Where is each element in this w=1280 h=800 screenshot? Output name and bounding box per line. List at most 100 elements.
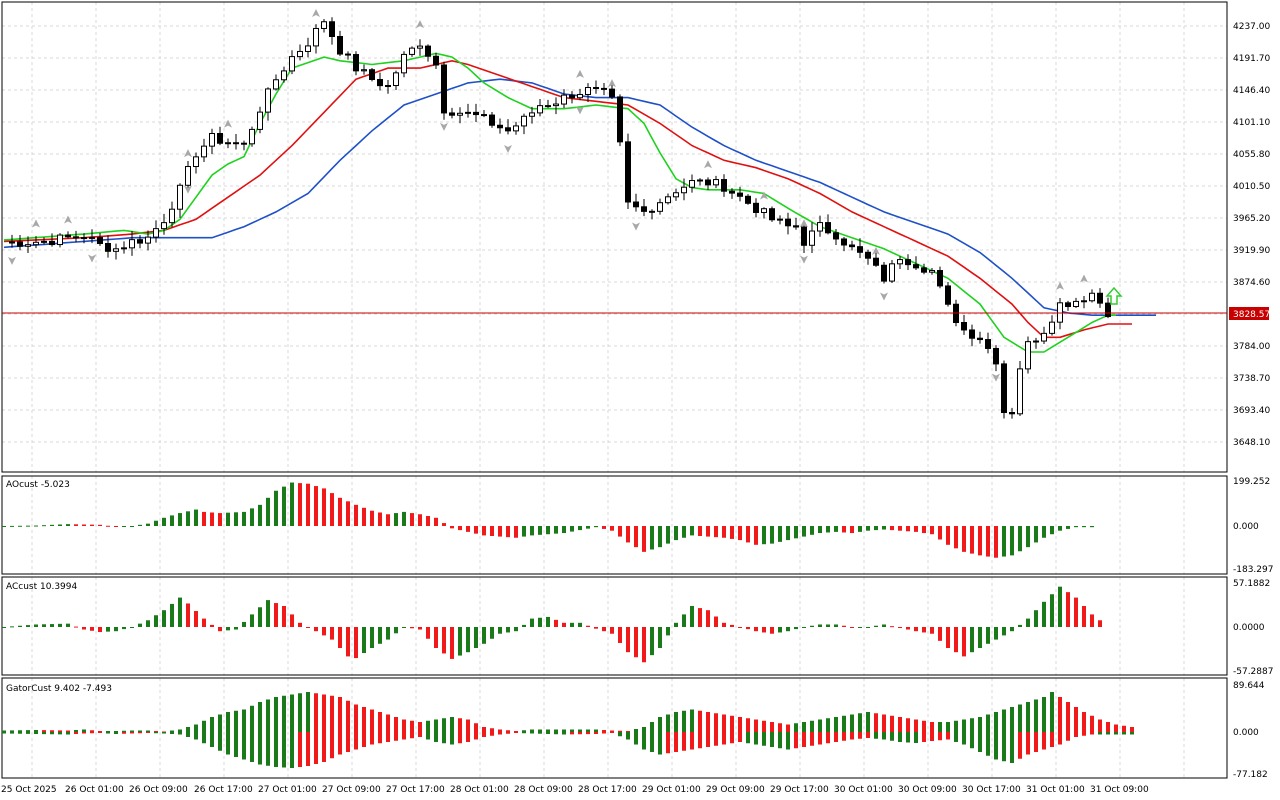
- gator-up-bar: [890, 715, 894, 732]
- gator-up-bar: [658, 717, 662, 732]
- ao-bar: [162, 517, 166, 526]
- gator-up-bar: [562, 729, 566, 732]
- ac-bar: [514, 627, 518, 632]
- bull-candle: [145, 236, 151, 244]
- time-tick: 28 Oct 09:00: [514, 785, 573, 795]
- gator-up-bar: [186, 727, 190, 732]
- gator-down-bar: [1090, 732, 1094, 735]
- ao-bar: [290, 482, 294, 526]
- gator-down-bar: [834, 732, 838, 742]
- gator-up-bar: [994, 712, 998, 732]
- bear-candle: [969, 329, 975, 339]
- gator-down-bar: [186, 732, 190, 737]
- ao-bar: [250, 508, 254, 526]
- time-tick: 29 Oct 09:00: [706, 785, 765, 795]
- ao-bar: [1010, 526, 1014, 556]
- gator-up-bar: [490, 728, 494, 732]
- bull-candle: [649, 210, 655, 213]
- bull-candle: [265, 88, 271, 113]
- ao-bar: [706, 526, 710, 537]
- gator-up-bar: [266, 699, 270, 732]
- gator-histogram: [2, 692, 1134, 768]
- gator-up-bar: [730, 715, 734, 732]
- ao-bar: [146, 523, 150, 526]
- gator-up-bar: [538, 729, 542, 732]
- main-panel: [1, 1, 1228, 473]
- bear-candle: [905, 259, 911, 266]
- bear-candle: [705, 179, 711, 186]
- ac-bar: [1050, 594, 1054, 627]
- gator-up-bar: [1050, 692, 1054, 732]
- fractal-up-icon: [800, 219, 808, 228]
- bear-candle: [233, 142, 239, 145]
- ao-bar: [626, 526, 630, 543]
- ao-bar: [538, 526, 542, 535]
- ac-bar: [530, 618, 534, 627]
- lips-line: [3, 52, 1116, 353]
- gator-up-bar: [314, 693, 318, 732]
- ac-bar: [346, 627, 350, 657]
- bear-candle: [337, 36, 343, 55]
- gator-down-bar: [1122, 732, 1126, 735]
- ac-bar: [82, 627, 86, 630]
- gator-up-bar: [338, 697, 342, 732]
- ao-bar: [258, 504, 262, 526]
- ac-bar: [786, 627, 790, 632]
- ac-bar: [394, 627, 398, 634]
- ao-bar: [58, 524, 62, 526]
- gator-up-bar: [146, 730, 150, 732]
- gator-down-bar: [170, 732, 174, 734]
- gator-up-bar: [986, 714, 990, 732]
- gator-down-bar: [930, 732, 934, 741]
- bull-candle: [361, 69, 367, 72]
- gator-down-bar: [970, 732, 974, 749]
- ac-bar: [98, 627, 102, 633]
- ac-bar: [498, 627, 502, 634]
- ac-bar: [898, 627, 902, 628]
- gator-down-bar: [194, 732, 198, 740]
- gator-down-bar: [1010, 732, 1014, 763]
- ac-bar: [2, 627, 6, 628]
- ao-bar: [450, 526, 454, 529]
- gator-down-bar: [546, 732, 550, 734]
- gator-up-bar: [474, 723, 478, 732]
- bull-candle: [889, 263, 895, 282]
- ao-bar: [658, 526, 662, 548]
- bull-candle: [249, 128, 255, 145]
- ao-bar: [754, 526, 758, 545]
- bull-candle: [929, 270, 935, 273]
- fractal-down-icon: [8, 256, 16, 265]
- ao-bar: [874, 526, 878, 531]
- gator-down-bar: [1106, 732, 1110, 735]
- gator-up-bar: [298, 693, 302, 732]
- gator-down-bar: [386, 732, 390, 742]
- ac-bar: [218, 627, 222, 632]
- gator-down-bar: [554, 732, 558, 735]
- fractal-markers: [8, 9, 1088, 382]
- gator-up-bar: [42, 730, 46, 732]
- ac-bar: [658, 627, 662, 648]
- price-axis[interactable]: 4237.00 4191.70 4146.40 4101.10 4055.80 …: [1229, 22, 1270, 448]
- ao-bar: [1034, 526, 1038, 543]
- fractal-up-icon: [32, 219, 40, 228]
- ao-bar: [842, 526, 846, 533]
- ac-bar: [578, 622, 582, 627]
- ac-bar: [562, 622, 566, 627]
- gator-up-bar: [914, 719, 918, 732]
- time-axis[interactable]: 25 Oct 2025 26 Oct 01:00 26 Oct 09:00 26…: [1, 785, 1149, 795]
- bear-candle: [433, 55, 439, 66]
- ao-bar: [498, 526, 502, 537]
- ac-axis-zero: 0.0000: [1233, 623, 1265, 633]
- gator-up-bar: [618, 730, 622, 732]
- ac-bar: [410, 627, 414, 629]
- gator-up-bar: [1066, 702, 1070, 732]
- bear-candle: [65, 234, 71, 238]
- gator-down-bar: [754, 732, 758, 745]
- ao-bar: [378, 512, 382, 526]
- gator-down-bar: [682, 732, 686, 751]
- ao-bar: [138, 524, 142, 526]
- gator-up-bar: [882, 714, 886, 732]
- gator-down-bar: [354, 732, 358, 750]
- ao-bar: [362, 507, 366, 526]
